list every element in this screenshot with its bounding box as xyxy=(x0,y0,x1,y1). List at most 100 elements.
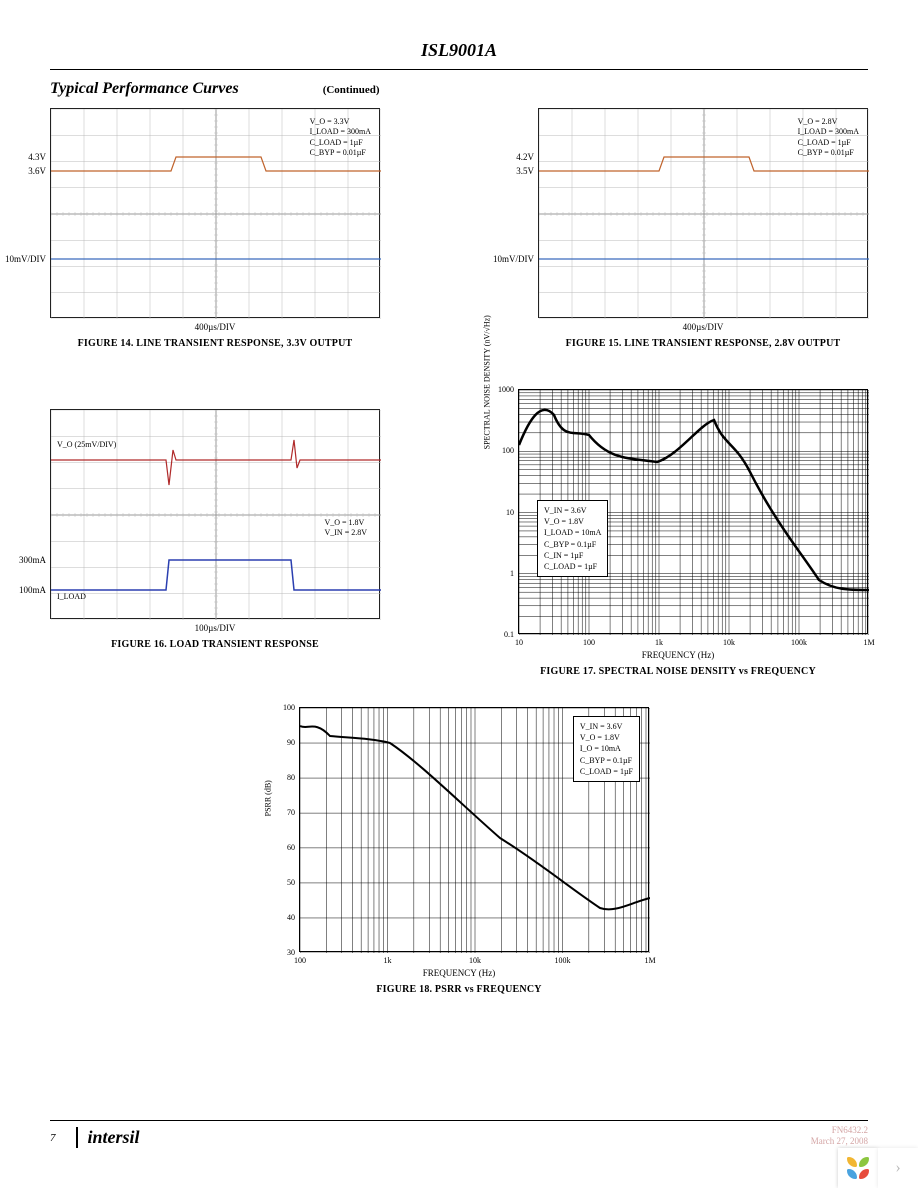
y-tick: 90 xyxy=(270,738,295,747)
legend-line: V_O = 1.8V xyxy=(544,516,601,527)
y-tick: 80 xyxy=(270,773,295,782)
fig17-legend: V_IN = 3.6VV_O = 1.8VI_LOAD = 10mAC_BYP … xyxy=(537,500,608,577)
fig18-xlabel: FREQUENCY (Hz) xyxy=(269,968,649,978)
axis-label: 3.6V xyxy=(1,166,46,176)
app-logo-icon[interactable] xyxy=(838,1148,878,1188)
doc-date: March 27, 2008 xyxy=(811,1136,868,1148)
legend-line: I_LOAD = 300mA xyxy=(310,127,371,137)
y-tick: 30 xyxy=(270,948,295,957)
fig15-legend: V_O = 2.8VI_LOAD = 300mAC_LOAD = 1µFC_BY… xyxy=(798,117,859,159)
fig18-caption: FIGURE 18. PSRR vs FREQUENCY xyxy=(269,984,649,995)
legend-line: C_LOAD = 1µF xyxy=(580,766,633,777)
corner-widget: › xyxy=(838,1148,918,1188)
fig16-legend: V_O = 1.8VV_IN = 2.8V xyxy=(324,518,367,539)
axis-label: 4.3V xyxy=(1,152,46,162)
y-tick: 100 xyxy=(489,446,514,455)
fig15-caption: FIGURE 15. LINE TRANSIENT RESPONSE, 2.8V… xyxy=(538,338,868,349)
axis-label: 100mA xyxy=(1,585,46,595)
legend-line: C_IN = 1µF xyxy=(544,550,601,561)
legend-line: V_O = 1.8V xyxy=(324,518,367,528)
fig15-trace-vin xyxy=(539,157,869,171)
x-tick: 10k xyxy=(723,638,735,647)
x-tick: 1k xyxy=(655,638,663,647)
page-title: ISL9001A xyxy=(50,40,868,70)
fig17-ylabel: SPECTRAL NOISE DENSITY (nV/√Hz) xyxy=(483,315,492,449)
axis-label: 10mV/DIV xyxy=(489,254,534,264)
x-tick: 100 xyxy=(294,956,306,965)
section-title: Typical Performance Curves xyxy=(50,80,239,98)
legend-line: I_LOAD = 300mA xyxy=(798,127,859,137)
chart-row-1: V_O = 3.3VI_LOAD = 300mAC_LOAD = 1µFC_BY… xyxy=(50,108,868,349)
legend-line: C_LOAD = 1µF xyxy=(798,138,859,148)
y-tick: 1000 xyxy=(489,385,514,394)
fig16-cell: V_O = 1.8VV_IN = 2.8V 300mA100mA V_O (25… xyxy=(50,409,380,677)
page-number: 7 xyxy=(50,1132,56,1144)
legend-line: V_O = 2.8V xyxy=(798,117,859,127)
section-header: Typical Performance Curves (Continued) xyxy=(50,80,868,98)
fig15-chart: V_O = 2.8VI_LOAD = 300mAC_LOAD = 1µFC_BY… xyxy=(538,108,868,318)
y-tick: 50 xyxy=(270,878,295,887)
fig17-caption: FIGURE 17. SPECTRAL NOISE DENSITY vs FRE… xyxy=(488,666,868,677)
x-tick: 10 xyxy=(515,638,523,647)
fig14-trace-vin xyxy=(51,157,381,171)
fig16-trace-iload xyxy=(51,560,381,590)
fig18-chart: PSRR (dB) V_IN = 3.6VV_O = 1.8VI_O = 10m… xyxy=(299,707,649,952)
fig17-xlabel: FREQUENCY (Hz) xyxy=(488,650,868,660)
legend-line: V_IN = 3.6V xyxy=(544,505,601,516)
y-tick: 40 xyxy=(270,913,295,922)
fig15-cell: V_O = 2.8VI_LOAD = 300mAC_LOAD = 1µFC_BY… xyxy=(538,108,868,349)
fig14-caption: FIGURE 14. LINE TRANSIENT RESPONSE, 3.3V… xyxy=(50,338,380,349)
fig14-cell: V_O = 3.3VI_LOAD = 300mAC_LOAD = 1µFC_BY… xyxy=(50,108,380,349)
legend-line: C_BYP = 0.01µF xyxy=(310,148,371,158)
legend-line: V_IN = 3.6V xyxy=(580,721,633,732)
legend-line: I_LOAD = 10mA xyxy=(544,527,601,538)
axis-label: 3.5V xyxy=(489,166,534,176)
x-tick: 1M xyxy=(644,956,655,965)
inner-label: V_O (25mV/DIV) xyxy=(57,440,116,449)
fig14-legend: V_O = 3.3VI_LOAD = 300mAC_LOAD = 1µFC_BY… xyxy=(310,117,371,159)
y-tick: 70 xyxy=(270,808,295,817)
y-tick: 60 xyxy=(270,843,295,852)
fig14-chart: V_O = 3.3VI_LOAD = 300mAC_LOAD = 1µFC_BY… xyxy=(50,108,380,318)
axis-label: 4.2V xyxy=(489,152,534,162)
next-arrow-button[interactable]: › xyxy=(878,1148,918,1188)
page-footer: 7 intersil FN6432.2 March 27, 2008 xyxy=(50,1120,868,1148)
intersil-logo: intersil xyxy=(76,1127,140,1148)
x-tick: 100k xyxy=(791,638,807,647)
y-tick: 0.1 xyxy=(489,630,514,639)
continued-label: (Continued) xyxy=(323,84,380,96)
legend-line: C_BYP = 0.1µF xyxy=(580,755,633,766)
chart-row-3: PSRR (dB) V_IN = 3.6VV_O = 1.8VI_O = 10m… xyxy=(50,707,868,995)
inner-label: I_LOAD xyxy=(57,592,86,601)
legend-line: C_LOAD = 1µF xyxy=(544,561,601,572)
x-tick: 100 xyxy=(583,638,595,647)
fig16-chart: V_O = 1.8VV_IN = 2.8V 300mA100mA V_O (25… xyxy=(50,409,380,619)
legend-line: V_IN = 2.8V xyxy=(324,528,367,538)
x-tick: 10k xyxy=(469,956,481,965)
chart-row-2: V_O = 1.8VV_IN = 2.8V 300mA100mA V_O (25… xyxy=(50,389,868,677)
fig18-legend: V_IN = 3.6VV_O = 1.8VI_O = 10mAC_BYP = 0… xyxy=(573,716,640,782)
legend-line: C_BYP = 0.01µF xyxy=(798,148,859,158)
legend-line: V_O = 1.8V xyxy=(580,732,633,743)
axis-label: 10mV/DIV xyxy=(1,254,46,264)
fig16-caption: FIGURE 16. LOAD TRANSIENT RESPONSE xyxy=(50,639,380,650)
legend-line: I_O = 10mA xyxy=(580,743,633,754)
fig15-xaxis: 400µs/DIV xyxy=(538,322,868,332)
legend-line: C_LOAD = 1µF xyxy=(310,138,371,148)
fig18-cell: PSRR (dB) V_IN = 3.6VV_O = 1.8VI_O = 10m… xyxy=(269,707,649,995)
legend-line: C_BYP = 0.1µF xyxy=(544,539,601,550)
footer-docinfo: FN6432.2 March 27, 2008 xyxy=(811,1125,868,1148)
doc-number: FN6432.2 xyxy=(811,1125,868,1137)
legend-line: V_O = 3.3V xyxy=(310,117,371,127)
y-tick: 10 xyxy=(489,508,514,517)
x-tick: 100k xyxy=(555,956,571,965)
fig17-chart: SPECTRAL NOISE DENSITY (nV/√Hz) V_IN = 3… xyxy=(518,389,868,634)
fig14-xaxis: 400µs/DIV xyxy=(50,322,380,332)
y-tick: 1 xyxy=(489,569,514,578)
fig17-cell: SPECTRAL NOISE DENSITY (nV/√Hz) V_IN = 3… xyxy=(488,389,868,677)
x-tick: 1k xyxy=(384,956,392,965)
x-tick: 1M xyxy=(863,638,874,647)
y-tick: 100 xyxy=(270,703,295,712)
fig16-xaxis: 100µs/DIV xyxy=(50,623,380,633)
axis-label: 300mA xyxy=(1,555,46,565)
